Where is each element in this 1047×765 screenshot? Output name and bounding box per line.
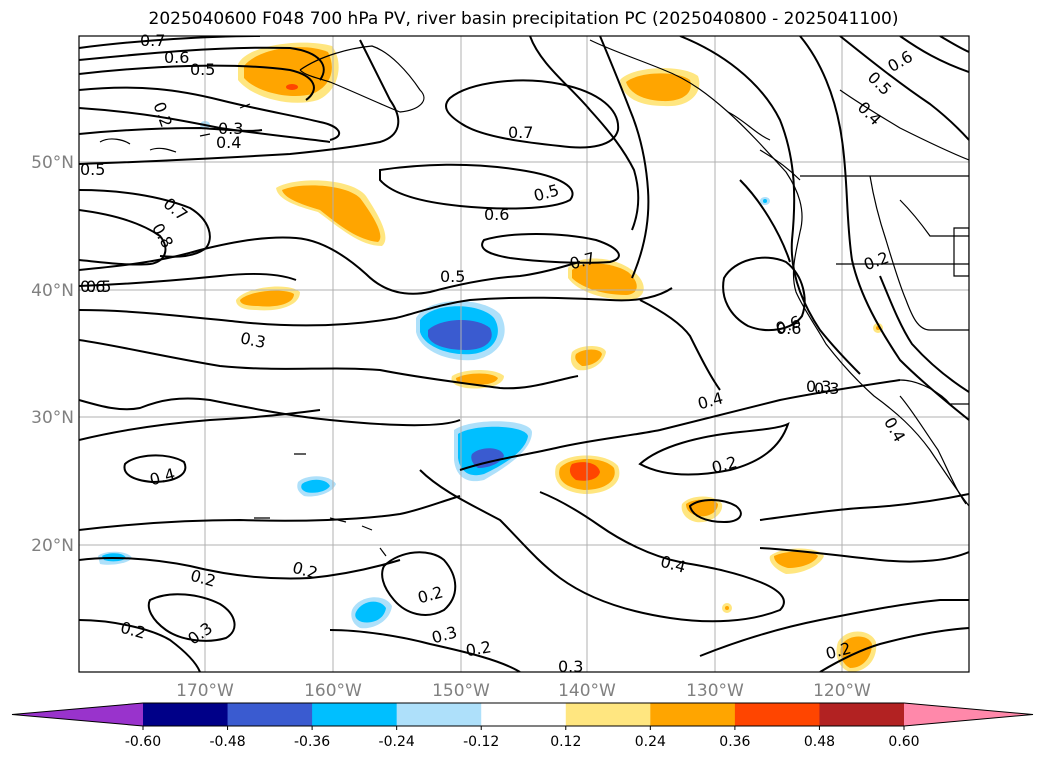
colorbar-tick-label: 0.60 — [888, 734, 919, 750]
colorbar: -0.60 -0.48 -0.36 -0.24 -0.12 0.12 0.24 0.36 0.4… — [11, 702, 1034, 750]
contour-label: 0.5 — [86, 277, 111, 296]
contour-label: 0.7 — [140, 31, 165, 50]
colorbar-box — [650, 703, 736, 726]
contour-label: 0.5 — [190, 60, 215, 79]
pv-contours — [79, 36, 969, 672]
contour-label: 0.3 — [806, 377, 831, 396]
colorbar-box — [227, 703, 313, 726]
small-yellow-dots — [722, 323, 883, 613]
blue-blob-37n — [416, 300, 505, 361]
colorbar-box — [734, 703, 820, 726]
contour-label: 0.5 — [80, 160, 105, 179]
contour-label: 0.3 — [239, 328, 268, 352]
contour-label: 0.6 — [80, 277, 105, 296]
contour-label: 0.3 — [218, 119, 243, 138]
colorbar-tick-label: 0.48 — [804, 734, 835, 750]
colorbar-tick-label: 0.12 — [550, 734, 581, 750]
colorbar-extend-max — [904, 703, 1033, 726]
contour-label: 0.6 — [776, 319, 801, 338]
lon-label: 160°W — [304, 681, 362, 701]
contour-label: 0.7 — [508, 123, 533, 142]
colorbar-tick-label: 0.36 — [719, 734, 750, 750]
lon-label: 130°W — [686, 681, 744, 701]
colorbar-tick-label: -0.36 — [294, 734, 330, 750]
colorbar-extend-min — [12, 703, 143, 726]
contour-label: 0.6 — [164, 48, 189, 67]
longitude-labels: 170°W 160°W 150°W 140°W 130°W 120°W — [176, 681, 871, 701]
lat-label: 20°N — [31, 536, 74, 556]
lon-label: 150°W — [432, 681, 490, 701]
orange-blob-18n — [769, 548, 824, 574]
orange-blob-40n-west — [236, 286, 300, 311]
contour-label: 0.3 — [558, 657, 583, 676]
colorbar-tick-label: -0.12 — [463, 734, 499, 750]
contour-label: 0.2 — [464, 637, 492, 660]
colorbar-box — [481, 703, 567, 726]
colorbar-tick-label: -0.48 — [209, 734, 245, 750]
colorbar-box — [819, 703, 905, 726]
lon-label: 120°W — [813, 681, 871, 701]
contour-label: 0.3 — [814, 379, 839, 398]
map-border — [78, 35, 970, 673]
contour-label: 0.4 — [216, 133, 241, 152]
colorbar-tick-label: -0.24 — [379, 734, 415, 750]
lat-label: 30°N — [31, 408, 74, 428]
colorbar-tick-label: 0.24 — [635, 734, 666, 750]
colorbar-box — [396, 703, 482, 726]
contour-label: 0.6 — [484, 205, 509, 224]
orange-blob-bc-coast — [620, 68, 700, 107]
orange-blob-12n — [836, 631, 877, 672]
colorbar-tick-label: -0.60 — [125, 734, 161, 750]
blue-blob-small — [98, 121, 770, 629]
colorbar-box — [143, 703, 229, 726]
map-title: 2025040600 F048 700 hPa PV, river basin … — [148, 9, 899, 29]
lon-label: 140°W — [558, 681, 616, 701]
lat-label: 50°N — [31, 153, 74, 173]
latitude-labels: 50°N 40°N 30°N 20°N — [31, 153, 74, 556]
orange-blob-35n — [570, 346, 606, 371]
contour-label: 0.5 — [440, 267, 465, 286]
lon-label: 170°W — [176, 681, 234, 701]
lat-label: 40°N — [31, 281, 74, 301]
orange-blob-48n — [276, 180, 386, 246]
precip-shading — [98, 42, 883, 672]
colorbar-box — [565, 703, 651, 726]
colorbar-box — [312, 703, 398, 726]
